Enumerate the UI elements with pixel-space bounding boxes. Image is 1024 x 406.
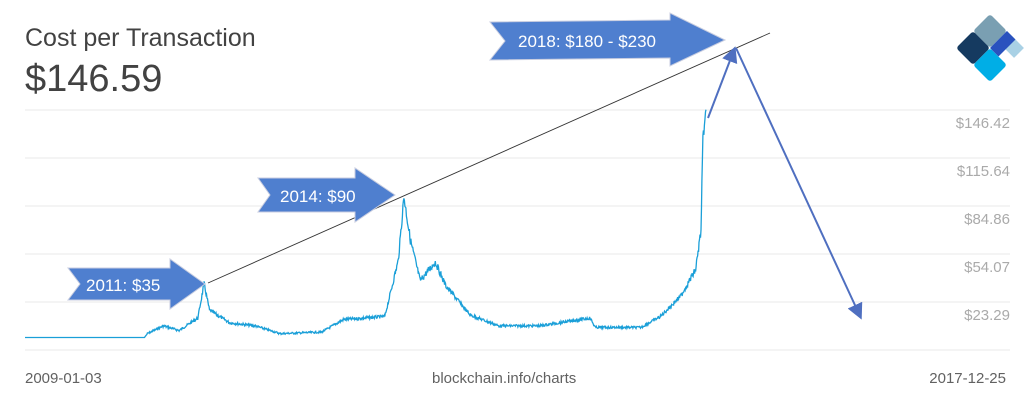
callout-label: 2018: $180 - $230: [518, 32, 656, 51]
current-value: $146.59: [25, 58, 163, 100]
y-tick-label: $115.64: [957, 163, 1010, 180]
chart-title: Cost per Transaction: [25, 24, 256, 52]
y-tick-label: $54.07: [964, 259, 1010, 276]
callout-label: 2014: $90: [280, 187, 356, 206]
callout-arrow-shape: [257, 167, 396, 223]
annotation-callout: 2011: $35: [67, 258, 206, 310]
trend-line: [207, 32, 771, 284]
projection-arrows: [707, 46, 863, 320]
callout-arrow-shape: [488, 12, 727, 67]
annotation-callout: 2018: $180 - $230: [488, 12, 727, 67]
callout-arrow-shape: [67, 258, 206, 310]
callout-label: 2011: $35: [86, 276, 160, 295]
y-tick-label: $146.42: [956, 115, 1010, 132]
annotation-callout: 2014: $90: [257, 167, 396, 223]
x-end-label: 2017-12-25: [929, 370, 1006, 387]
x-start-label: 2009-01-03: [25, 370, 102, 387]
fall-arrow: [735, 47, 863, 320]
series-line: [25, 109, 707, 339]
rise-arrow: [707, 46, 738, 119]
y-tick-label: $23.29: [964, 307, 1010, 324]
y-tick-label: $84.86: [964, 211, 1010, 228]
blockchain-logo: [957, 15, 1024, 81]
source-link[interactable]: blockchain.info/charts: [432, 370, 577, 387]
